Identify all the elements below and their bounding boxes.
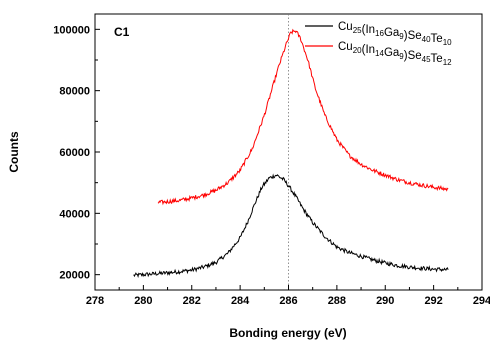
x-tick-label: 286 (279, 295, 297, 307)
x-tick-label: 288 (328, 295, 346, 307)
series-line-2 (157, 28, 449, 206)
legend: Cu25(In16Ga9)Se40Te10Cu20(In14Ga9)Se45Te… (305, 21, 452, 67)
legend-label-1: Cu25(In16Ga9)Se40Te10 (338, 21, 452, 47)
y-tick-label: 60000 (59, 147, 90, 159)
legend-label-2: Cu20(In14Ga9)Se45Te12 (338, 41, 452, 67)
x-tick-label: 282 (183, 295, 201, 307)
x-tick-label: 294 (473, 295, 490, 307)
x-tick-label: 284 (231, 295, 250, 307)
y-tick-label: 100000 (53, 24, 90, 36)
x-tick-label: 290 (376, 295, 394, 307)
y-tick-label: 40000 (59, 208, 90, 220)
y-tick-label: 20000 (59, 270, 90, 282)
y-axis-title: Counts (7, 131, 21, 173)
x-tick-label: 280 (134, 295, 152, 307)
x-axis-title: Bonding energy (eV) (229, 326, 346, 340)
x-tick-label: 292 (424, 295, 442, 307)
x-tick-label: 278 (86, 295, 104, 307)
panel-label: C1 (114, 25, 130, 39)
y-tick-label: 80000 (59, 86, 90, 98)
series-line-1 (133, 173, 449, 278)
